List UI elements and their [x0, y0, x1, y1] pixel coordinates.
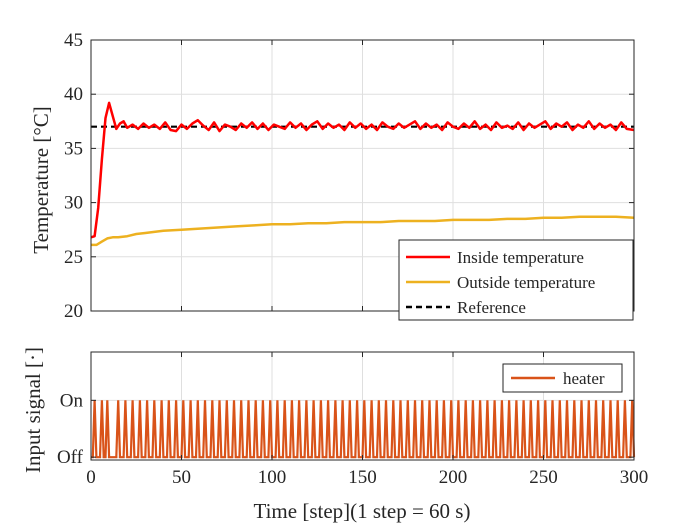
legend-label-heater: heater: [563, 369, 605, 388]
top-y-tick-label: 45: [64, 30, 83, 51]
top-legend: Inside temperature Outside temperature R…: [398, 239, 634, 321]
legend-label-outside: Outside temperature: [457, 273, 595, 292]
series-line-outside-temperature: [91, 215, 635, 247]
bottom-x-tick-label: 200: [439, 467, 468, 488]
bottom-legend: heater: [502, 363, 623, 393]
top-y-tick-label: 35: [64, 138, 83, 159]
top-y-tick-label: 20: [64, 301, 83, 322]
bottom-y-tick-label: Off: [57, 447, 84, 468]
top-y-tick-label: 40: [64, 84, 83, 105]
top-y-tick-label: 30: [64, 193, 83, 214]
bottom-y-tick-label: On: [60, 390, 84, 411]
bottom-x-tick-label: 50: [172, 467, 191, 488]
bottom-y-axis-label: Input signal [·]: [21, 347, 45, 473]
legend-label-reference: Reference: [457, 298, 526, 317]
x-axis-label: Time [step](1 step = 60 s): [254, 499, 471, 523]
bottom-x-tick-label: 300: [620, 467, 649, 488]
temperature-plot: 20 25 30 35 40 45: [64, 30, 635, 322]
bottom-x-tick-label: 150: [348, 467, 377, 488]
legend-label-inside: Inside temperature: [457, 248, 584, 267]
bottom-x-tick-label: 100: [258, 467, 287, 488]
top-y-tick-label: 25: [64, 247, 83, 268]
top-y-axis-label: Temperature [°C]: [29, 106, 53, 253]
series-line-heater: [91, 400, 636, 459]
series-line-inside-temperature: [90, 101, 635, 239]
bottom-x-tick-label: 0: [86, 467, 96, 488]
bottom-x-tick-label: 250: [529, 467, 558, 488]
